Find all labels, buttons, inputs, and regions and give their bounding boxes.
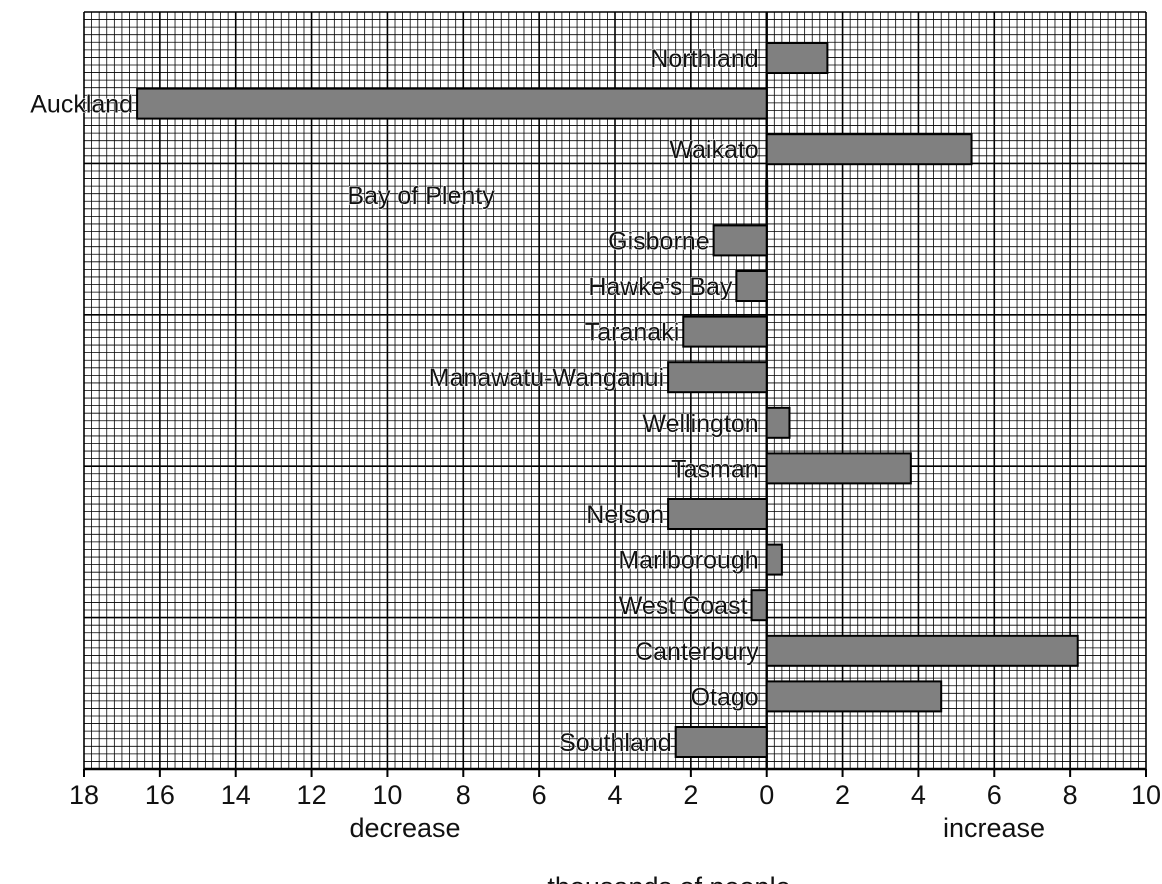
- x-tick-label: 10: [1131, 780, 1161, 810]
- category-label: Canterbury: [635, 638, 759, 666]
- category-labels: Northland Auckland Waikato Bay of Plenty Gis…: [30, 44, 760, 757]
- bar: [765, 42, 829, 74]
- bars: [136, 42, 1079, 758]
- x-tick-label: 6: [987, 780, 1002, 810]
- bar: [682, 315, 768, 348]
- x-tick-label: 4: [607, 780, 622, 810]
- category-label: Tasman: [671, 455, 759, 483]
- bar: [765, 680, 943, 713]
- x-tick-labels: 18 16 14 12 10 8 6 4 2 0 2 4 6 8 10: [69, 769, 1161, 810]
- category-label: Auckland: [30, 91, 133, 119]
- category-label: Manawatu-Wanganui: [429, 364, 664, 392]
- bar: [750, 589, 768, 622]
- x-tick-label: 14: [221, 780, 251, 810]
- x-axis-title: thousands of people: [547, 872, 790, 884]
- bar: [667, 361, 768, 394]
- x-tick-label: 2: [683, 780, 698, 810]
- bar: [765, 452, 912, 485]
- bar: [674, 726, 768, 758]
- x-tick-label: 16: [145, 780, 175, 810]
- category-label: Southland: [559, 729, 672, 757]
- category-label: Taranaki: [585, 319, 680, 347]
- category-label: Nelson: [586, 501, 664, 529]
- bar: [735, 270, 768, 302]
- decrease-label: decrease: [349, 813, 460, 843]
- category-label: Otago: [691, 683, 759, 711]
- bar: [765, 634, 1079, 667]
- category-label: Hawke’s Bay: [588, 273, 733, 301]
- category-label: Waikato: [669, 136, 758, 164]
- bar: [765, 179, 769, 210]
- category-label: Gisborne: [608, 227, 709, 255]
- x-tick-label: 12: [297, 780, 327, 810]
- bar: [765, 406, 791, 439]
- bar: [712, 224, 768, 257]
- x-tick-label: 4: [911, 780, 926, 810]
- bar: [765, 543, 783, 576]
- x-tick-label: 8: [1063, 780, 1078, 810]
- category-label: Bay of Plenty: [347, 182, 495, 210]
- bar: [667, 498, 768, 530]
- bar: [765, 133, 973, 166]
- category-label: West Coast: [619, 592, 748, 620]
- category-label: Northland: [650, 45, 758, 73]
- x-tick-label: 10: [372, 780, 402, 810]
- x-tick-label: 8: [456, 780, 471, 810]
- category-label: Wellington: [642, 410, 758, 438]
- x-tick-label: 0: [759, 780, 774, 810]
- x-tick-label: 18: [69, 780, 99, 810]
- increase-label: increase: [943, 813, 1045, 843]
- bar: [136, 87, 768, 120]
- category-label: Marlborough: [618, 547, 758, 575]
- x-tick-label: 2: [835, 780, 850, 810]
- x-tick-label: 6: [532, 780, 547, 810]
- grid: [83, 11, 1147, 771]
